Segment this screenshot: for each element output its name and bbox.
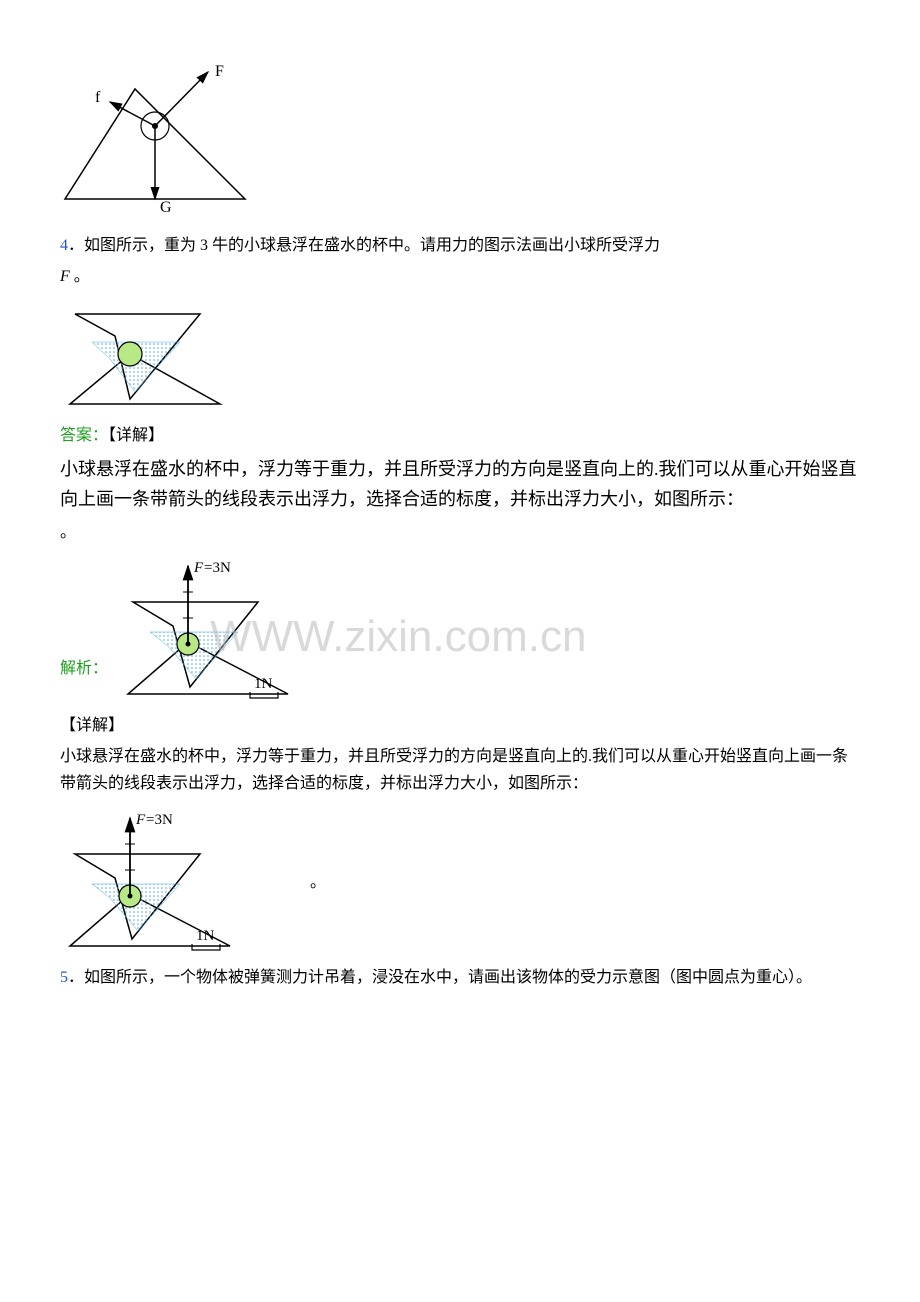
q4-cup-diagram: [60, 294, 860, 414]
q4-prompt: 4．如图所示，重为 3 牛的小球悬浮在盛水的杯中。请用力的图示法画出小球所受浮力: [60, 232, 860, 259]
q4-dot: 。: [60, 519, 860, 546]
cup-svg-3: F =3N 1N: [60, 806, 290, 956]
q4-var: F: [60, 268, 70, 285]
force-label-3N: =3N: [204, 560, 231, 576]
scale-1N: 1N: [254, 676, 273, 692]
q4-answer-diagram-1: F =3N 1N: [118, 554, 348, 704]
answer-label: 答案：: [60, 427, 108, 444]
incline-force-diagram: G F f: [60, 64, 260, 224]
force-label-F-2: F: [135, 812, 146, 828]
q4-number: 4: [60, 237, 68, 254]
q5-prompt: 5．如图所示，一个物体被弹簧测力计吊着，浸没在水中，请画出该物体的受力示意图（图…: [60, 964, 860, 991]
q4-detail2-label: 【详解】: [60, 712, 860, 739]
q4-dot2: 。: [310, 869, 326, 896]
force-F-label: F: [215, 64, 224, 80]
force-G-label: G: [160, 199, 172, 216]
cup-svg-1: [60, 294, 230, 414]
q4-detail-1: 小球悬浮在盛水的杯中，浮力等于重力，并且所受浮力的方向是竖直向上的.我们可以从重…: [60, 454, 860, 515]
force-label-F: F: [193, 560, 204, 576]
q3-diagram: G F f: [60, 64, 860, 224]
force-label-3N-2: =3N: [146, 812, 173, 828]
q4-var-line: F 。: [60, 263, 860, 290]
q4-detail-2: 小球悬浮在盛水的杯中，浮力等于重力，并且所受浮力的方向是竖直向上的.我们可以从重…: [60, 743, 860, 797]
q4-answer-diagram-2: F =3N 1N: [60, 806, 290, 956]
q4-answer-line: 答案：【详解】: [60, 422, 860, 449]
q4-text: ．如图所示，重为 3 牛的小球悬浮在盛水的杯中。请用力的图示法画出小球所受浮力: [68, 237, 660, 254]
explain-label: 解析：: [60, 655, 108, 682]
q4-end: 。: [70, 268, 90, 285]
force-F-arrow: [155, 72, 208, 126]
q5-number: 5: [60, 969, 68, 986]
q4-detail-label: 【详解】: [108, 427, 164, 444]
force-f-label: f: [95, 89, 101, 106]
cup-svg-2: F =3N 1N: [118, 554, 348, 704]
q5-text: ．如图所示，一个物体被弹簧测力计吊着，浸没在水中，请画出该物体的受力示意图（图中…: [68, 969, 812, 986]
scale-1N-2: 1N: [196, 928, 215, 944]
